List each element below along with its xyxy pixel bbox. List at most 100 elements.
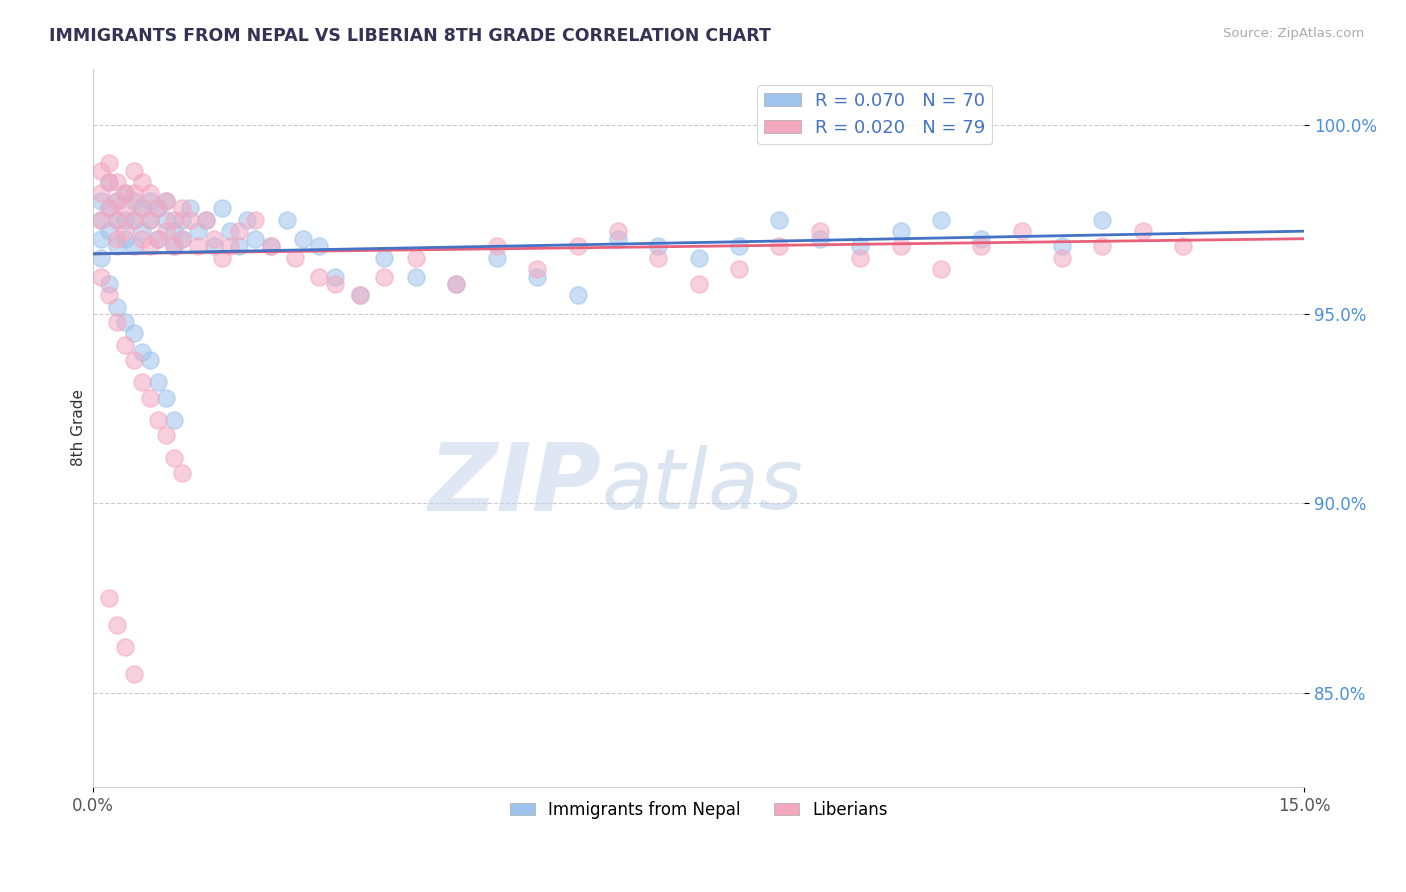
Point [179, 212, 201, 227]
Point [163, 413, 186, 427]
Point [243, 232, 266, 246]
Point [567, 239, 589, 253]
Point [107, 315, 129, 329]
Point [98, 591, 121, 605]
Point [728, 262, 751, 277]
Point [526, 269, 548, 284]
Point [849, 239, 872, 253]
Point [1091, 239, 1114, 253]
Point [195, 212, 218, 227]
Point [131, 345, 153, 359]
Point [122, 352, 145, 367]
Point [1171, 239, 1194, 253]
Point [170, 202, 193, 216]
Point [138, 391, 160, 405]
Point [276, 212, 298, 227]
Point [138, 212, 160, 227]
Point [688, 251, 710, 265]
Point [122, 194, 145, 208]
Point [243, 212, 266, 227]
Point [107, 212, 129, 227]
Point [138, 186, 160, 201]
Text: Source: ZipAtlas.com: Source: ZipAtlas.com [1223, 27, 1364, 40]
Point [131, 224, 153, 238]
Point [446, 277, 468, 292]
Point [373, 251, 395, 265]
Point [768, 239, 790, 253]
Point [98, 175, 121, 189]
Point [235, 212, 257, 227]
Point [146, 202, 169, 216]
Point [98, 202, 121, 216]
Point [155, 391, 177, 405]
Point [90, 163, 112, 178]
Point [768, 212, 790, 227]
Point [114, 212, 136, 227]
Point [138, 239, 160, 253]
Point [647, 239, 669, 253]
Point [647, 251, 669, 265]
Point [138, 352, 160, 367]
Point [179, 202, 201, 216]
Point [122, 239, 145, 253]
Point [146, 232, 169, 246]
Point [260, 239, 283, 253]
Point [284, 251, 307, 265]
Point [211, 251, 233, 265]
Point [155, 194, 177, 208]
Text: IMMIGRANTS FROM NEPAL VS LIBERIAN 8TH GRADE CORRELATION CHART: IMMIGRANTS FROM NEPAL VS LIBERIAN 8TH GR… [49, 27, 770, 45]
Point [131, 175, 153, 189]
Point [98, 277, 121, 292]
Point [146, 232, 169, 246]
Point [146, 413, 169, 427]
Point [90, 186, 112, 201]
Point [219, 224, 242, 238]
Point [138, 194, 160, 208]
Point [260, 239, 283, 253]
Point [485, 239, 508, 253]
Point [373, 269, 395, 284]
Point [122, 163, 145, 178]
Point [728, 239, 751, 253]
Point [131, 202, 153, 216]
Point [325, 277, 347, 292]
Point [325, 269, 347, 284]
Point [107, 212, 129, 227]
Point [114, 186, 136, 201]
Point [122, 212, 145, 227]
Point [808, 232, 831, 246]
Point [114, 186, 136, 201]
Point [90, 212, 112, 227]
Point [122, 212, 145, 227]
Point [446, 277, 468, 292]
Point [889, 239, 911, 253]
Point [131, 202, 153, 216]
Point [1132, 224, 1154, 238]
Point [98, 175, 121, 189]
Point [107, 194, 129, 208]
Point [849, 251, 872, 265]
Point [155, 224, 177, 238]
Point [155, 194, 177, 208]
Point [90, 232, 112, 246]
Point [114, 202, 136, 216]
Point [1050, 239, 1073, 253]
Text: atlas: atlas [602, 445, 803, 526]
Point [146, 202, 169, 216]
Point [146, 376, 169, 390]
Point [90, 194, 112, 208]
Point [405, 251, 427, 265]
Point [114, 224, 136, 238]
Point [122, 326, 145, 341]
Point [349, 288, 371, 302]
Point [970, 239, 993, 253]
Point [170, 212, 193, 227]
Point [114, 232, 136, 246]
Point [929, 212, 952, 227]
Point [107, 300, 129, 314]
Point [211, 202, 233, 216]
Point [202, 239, 225, 253]
Point [929, 262, 952, 277]
Point [607, 224, 630, 238]
Point [114, 315, 136, 329]
